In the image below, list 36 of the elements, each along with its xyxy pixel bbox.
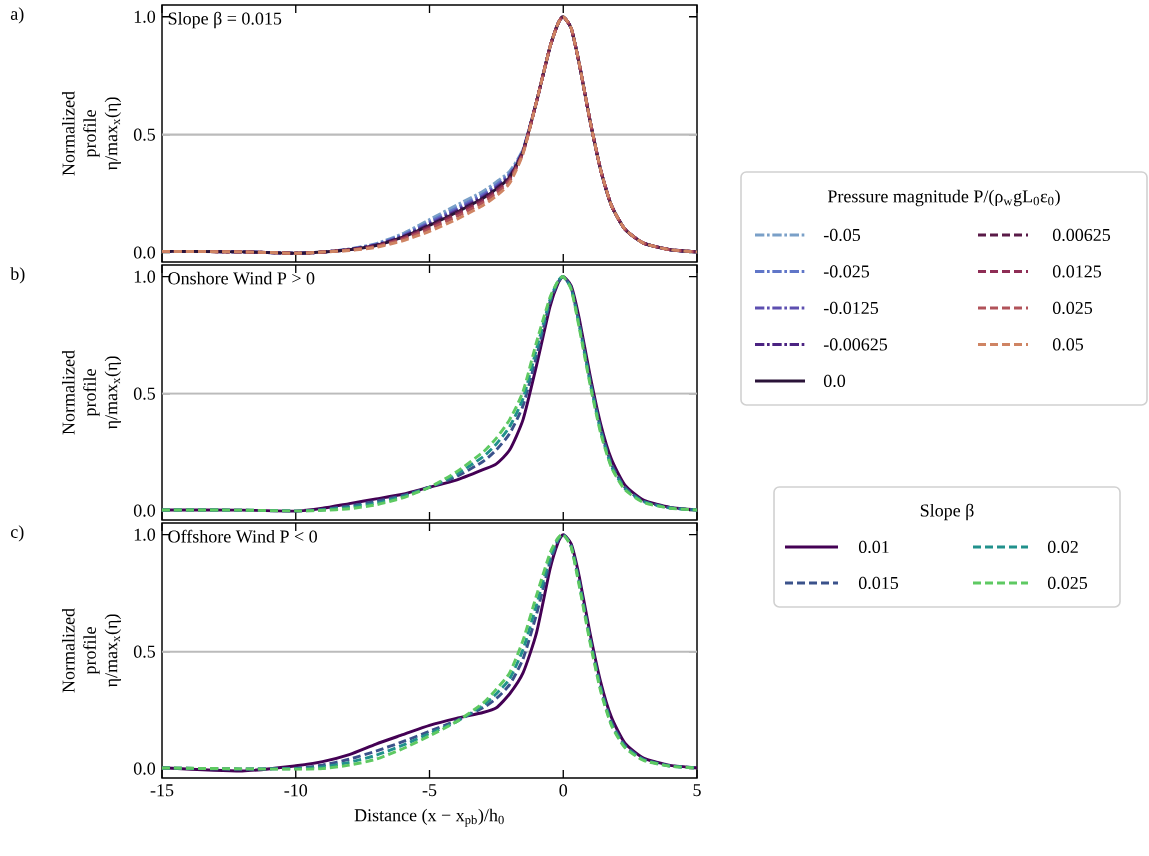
legend-label: 0.00625 (1052, 228, 1111, 242)
x-tick-label: -5 (422, 784, 437, 797)
y-tick-label: 1.0 (134, 270, 156, 283)
legend-label: 0.01 (858, 540, 889, 554)
y-tick-label: 0.5 (133, 128, 156, 141)
y-tick-label: 0.0 (133, 762, 156, 775)
legend-label: 0.015 (858, 576, 899, 590)
text: b) (10, 267, 25, 284)
legend-label: 0.0125 (1052, 265, 1102, 278)
x-tick-label: -10 (284, 784, 308, 797)
legend-title: Pressure magnitude P/(ρ$_{w}$gL$_{0}$ε$_{0}$) (827, 189, 1060, 207)
chart-title: Offshore Wind P < 0 (168, 529, 318, 543)
legend-label: -0.0125 (823, 301, 879, 315)
legend-label: 0.0 (823, 374, 846, 388)
legend-label: 0.05 (1052, 338, 1084, 351)
y-tick-label: 1.0 (134, 10, 156, 23)
legend-label: 0.025 (1052, 301, 1093, 315)
chart-title: Slope β = 0.015 (168, 11, 282, 29)
legend-label: -0.025 (823, 265, 870, 278)
y-tick-label: 0.0 (133, 246, 156, 259)
legend-label: -0.05 (823, 228, 861, 242)
legend-title: Slope β (920, 503, 974, 521)
y-tick-label: 0.5 (133, 387, 156, 400)
text: a) (10, 7, 24, 24)
y-tick-label: 0.5 (133, 645, 156, 658)
x-tick-label: -15 (150, 784, 174, 797)
text: c) (10, 525, 24, 542)
x-tick-label: 0 (559, 784, 568, 797)
x-tick-label: 5 (693, 784, 701, 797)
chart-title: Onshore Wind P > 0 (168, 271, 315, 285)
y-tick-label: 1.0 (134, 528, 156, 541)
y-tick-label: 0.0 (133, 504, 156, 517)
x-axis-title: Distance (x − x$_{pb}$)/h$_{0}$ (354, 808, 504, 827)
legend-label: -0.00625 (823, 338, 888, 351)
legend-label: 0.025 (1047, 576, 1088, 590)
legend-label: 0.02 (1047, 540, 1078, 554)
